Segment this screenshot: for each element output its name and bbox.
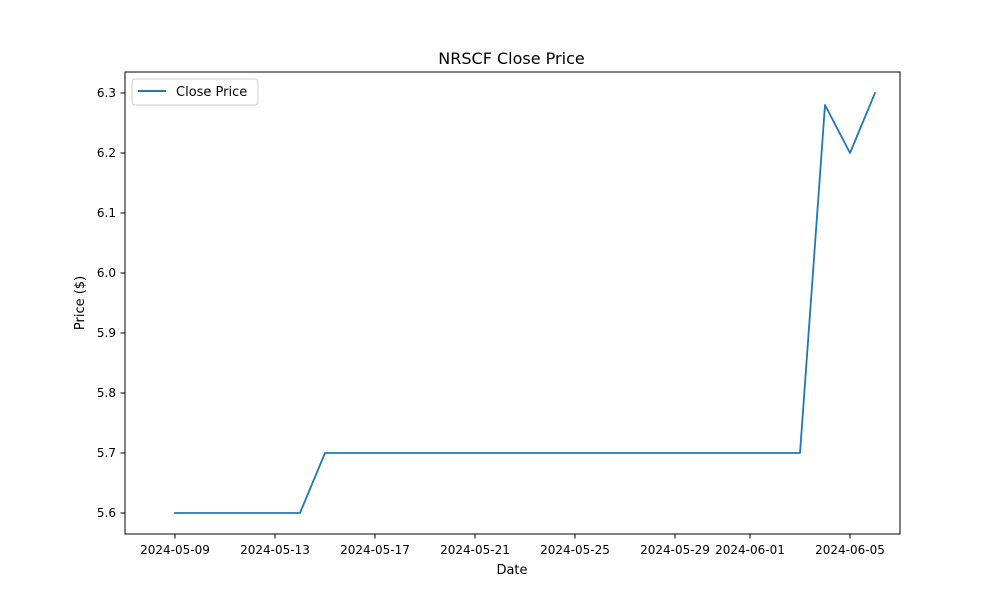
legend-label-close-price: Close Price [176, 85, 247, 100]
y-tick-label: 6.0 [97, 266, 116, 280]
legend: Close Price [131, 78, 259, 106]
x-tick-label: 2024-06-05 [815, 543, 885, 557]
y-tick-label: 5.8 [97, 386, 116, 400]
y-axis-label: Price ($) [73, 276, 88, 330]
plot-area-frame [124, 71, 901, 535]
chart-title: NRSCF Close Price [438, 49, 584, 68]
legend-box [131, 78, 259, 106]
y-tick-label: 6.3 [97, 86, 116, 100]
y-tick-label: 6.1 [97, 206, 116, 220]
x-tick-label: 2024-05-17 [340, 543, 410, 557]
x-axis: 2024-05-09 2024-05-13 2024-05-17 2024-05-21… [140, 534, 885, 557]
y-axis: 5.6 5.7 5.8 5.9 6.0 6.1 6.2 6.3 [97, 86, 125, 520]
y-tick-label: 5.6 [97, 506, 116, 520]
y-tick-label: 6.2 [97, 146, 116, 160]
series-line-close-price [174, 91, 877, 514]
x-tick-label: 2024-05-21 [440, 543, 510, 557]
x-axis-label: Date [496, 563, 527, 578]
x-tick-label: 2024-05-29 [640, 543, 710, 557]
x-tick-label: 2024-05-09 [140, 543, 210, 557]
x-tick-label: 2024-05-25 [540, 543, 610, 557]
y-tick-label: 5.7 [97, 446, 116, 460]
series-layer [174, 91, 877, 514]
x-tick-label: 2024-06-01 [715, 543, 785, 557]
y-tick-label: 5.9 [97, 326, 116, 340]
x-tick-label: 2024-05-13 [240, 543, 310, 557]
